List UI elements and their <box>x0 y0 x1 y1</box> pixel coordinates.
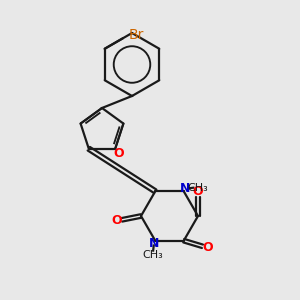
Text: O: O <box>113 147 124 160</box>
Text: Br: Br <box>129 28 144 42</box>
Text: N: N <box>180 182 190 195</box>
Text: O: O <box>111 214 122 227</box>
Text: CH₃: CH₃ <box>188 183 208 193</box>
Text: O: O <box>193 184 203 198</box>
Text: N: N <box>148 237 159 250</box>
Text: O: O <box>202 241 213 254</box>
Text: CH₃: CH₃ <box>142 250 163 260</box>
